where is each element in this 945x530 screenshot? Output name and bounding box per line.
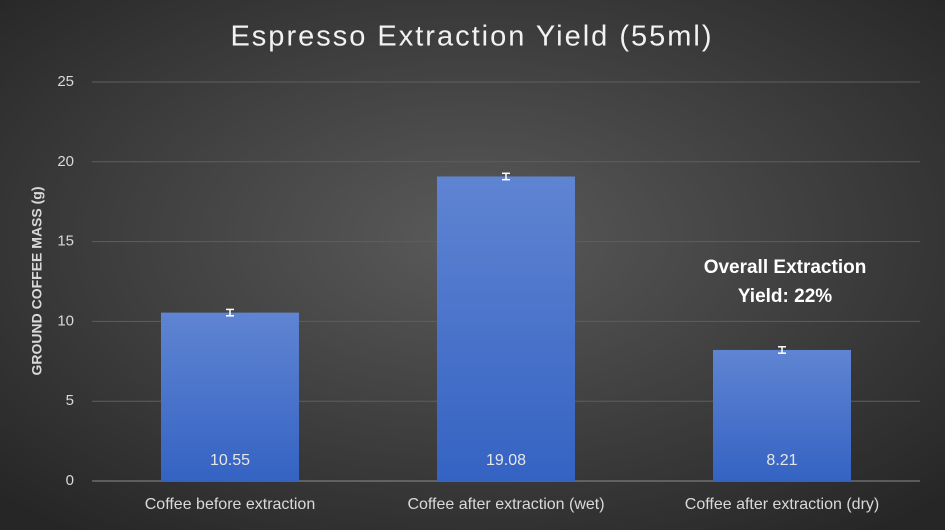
y-tick-label: 20 bbox=[57, 153, 74, 170]
annotation: Overall Extraction bbox=[704, 257, 867, 278]
bar bbox=[161, 312, 299, 481]
y-tick-label: 5 bbox=[66, 392, 74, 409]
x-tick-label: Coffee after extraction (dry) bbox=[685, 496, 879, 513]
value-label: 19.08 bbox=[486, 452, 526, 469]
y-tick-label: 15 bbox=[57, 233, 74, 250]
value-label: 8.21 bbox=[766, 452, 797, 469]
annotation: Yield: 22% bbox=[738, 286, 832, 307]
bar bbox=[437, 176, 575, 481]
y-tick-label: 0 bbox=[66, 472, 74, 489]
x-tick-label: Coffee after extraction (wet) bbox=[407, 496, 604, 513]
y-axis-label: GROUND COFFEE MASS (g) bbox=[29, 187, 45, 376]
y-tick-label: 25 bbox=[57, 73, 74, 90]
y-tick-label: 10 bbox=[57, 312, 74, 329]
error-bar bbox=[226, 308, 234, 317]
x-tick-label: Coffee before extraction bbox=[145, 496, 315, 513]
error-bar bbox=[778, 346, 786, 354]
chart-title: Espresso Extraction Yield (55ml) bbox=[230, 21, 713, 53]
bar bbox=[713, 349, 851, 481]
value-label: 10.55 bbox=[210, 452, 250, 469]
error-bar bbox=[502, 172, 510, 181]
